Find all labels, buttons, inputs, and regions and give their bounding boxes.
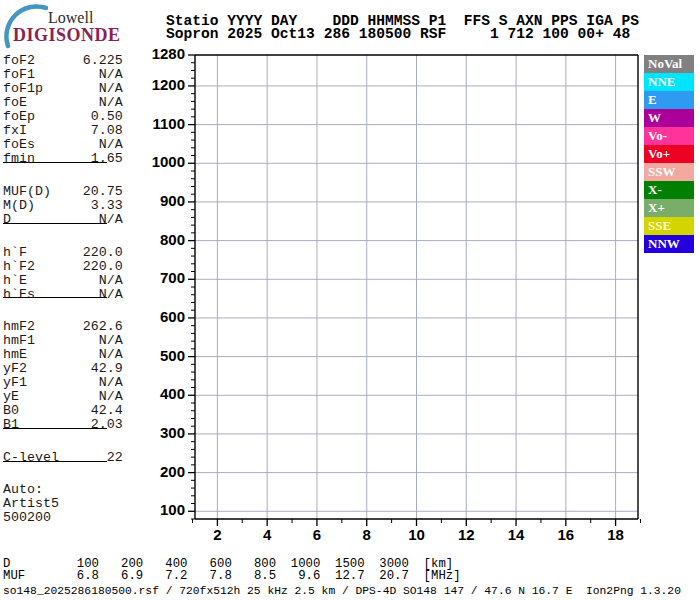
svg-text:8: 8	[363, 526, 371, 543]
svg-text:900: 900	[160, 192, 185, 209]
svg-text:1100: 1100	[152, 115, 185, 132]
svg-text:100: 100	[160, 501, 185, 518]
svg-text:1000: 1000	[152, 153, 185, 170]
svg-text:400: 400	[160, 385, 185, 402]
svg-text:16: 16	[557, 526, 574, 543]
svg-text:4: 4	[263, 526, 272, 543]
svg-text:12: 12	[458, 526, 475, 543]
svg-text:200: 200	[160, 463, 185, 480]
svg-text:10: 10	[408, 526, 425, 543]
svg-text:500: 500	[160, 347, 185, 364]
svg-text:700: 700	[160, 269, 185, 286]
svg-text:2: 2	[213, 526, 221, 543]
svg-text:1200: 1200	[152, 76, 185, 93]
svg-text:1280: 1280	[152, 45, 185, 62]
svg-text:6: 6	[313, 526, 321, 543]
svg-text:800: 800	[160, 231, 185, 248]
svg-text:18: 18	[607, 526, 624, 543]
svg-text:14: 14	[508, 526, 525, 543]
svg-text:300: 300	[160, 424, 185, 441]
svg-text:600: 600	[160, 308, 185, 325]
